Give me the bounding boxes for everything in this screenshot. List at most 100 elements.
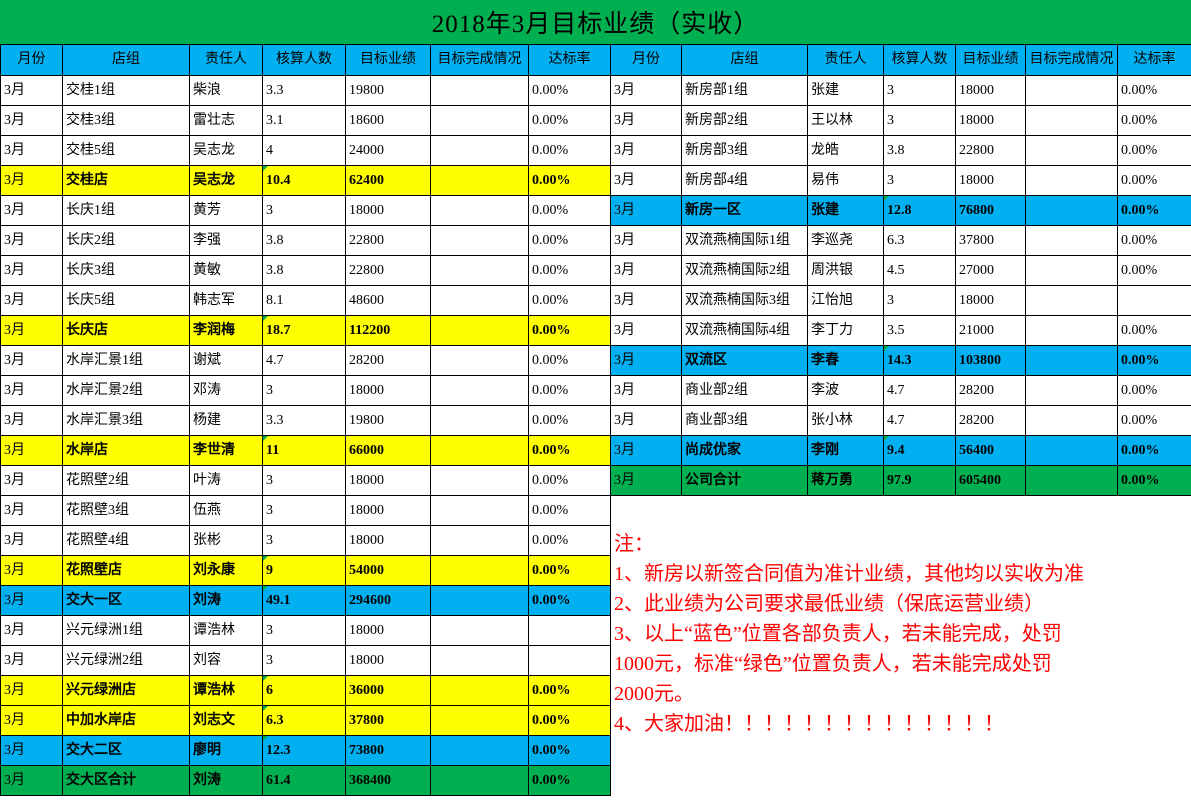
cell-month[interactable]: 3月: [0, 255, 63, 286]
cell-target[interactable]: 37800: [345, 705, 431, 736]
table-row[interactable]: 3月 双流燕楠国际2组 周洪银 4.5 27000 0.00%: [610, 255, 1191, 286]
cell-headcount[interactable]: 6: [262, 675, 346, 706]
cell-month[interactable]: 3月: [610, 315, 682, 346]
cell-group[interactable]: 双流区: [681, 345, 808, 376]
cell-actual[interactable]: [1025, 375, 1118, 406]
cell-headcount[interactable]: 4: [262, 135, 346, 166]
cell-group[interactable]: 新房一区: [681, 195, 808, 226]
table-row[interactable]: 3月 长庆3组 黄敏 3.8 22800 0.00%: [0, 255, 611, 286]
cell-headcount[interactable]: 3: [262, 615, 346, 646]
table-row[interactable]: 3月 双流区 李春 14.3 103800 0.00%: [610, 345, 1191, 376]
cell-month[interactable]: 3月: [610, 225, 682, 256]
table-row[interactable]: 3月 兴元绿洲店 谭浩林 6 36000 0.00%: [0, 675, 611, 706]
cell-headcount[interactable]: 3.8: [883, 135, 956, 166]
cell-month[interactable]: 3月: [0, 75, 63, 106]
cell-group[interactable]: 交大一区: [62, 585, 190, 616]
cell-group[interactable]: 交桂1组: [62, 75, 190, 106]
cell-group[interactable]: 长庆店: [62, 315, 190, 346]
cell-person[interactable]: 杨建: [189, 405, 263, 436]
cell-rate[interactable]: 0.00%: [1117, 195, 1191, 226]
cell-person[interactable]: 黄芳: [189, 195, 263, 226]
table-row[interactable]: 3月 交桂3组 雷壮志 3.1 18600 0.00%: [0, 105, 611, 136]
cell-group[interactable]: 双流燕楠国际4组: [681, 315, 808, 346]
table-row[interactable]: 3月 交大二区 廖明 12.3 73800 0.00%: [0, 735, 611, 766]
cell-actual[interactable]: [1025, 345, 1118, 376]
cell-headcount[interactable]: 4.7: [262, 345, 346, 376]
cell-person[interactable]: 叶涛: [189, 465, 263, 496]
cell-person[interactable]: 谭浩林: [189, 615, 263, 646]
cell-headcount[interactable]: 11: [262, 435, 346, 466]
cell-month[interactable]: 3月: [610, 285, 682, 316]
cell-month[interactable]: 3月: [0, 195, 63, 226]
cell-headcount[interactable]: 3: [883, 285, 956, 316]
cell-month[interactable]: 3月: [0, 135, 63, 166]
cell-month[interactable]: 3月: [610, 75, 682, 106]
cell-group[interactable]: 水岸汇景1组: [62, 345, 190, 376]
cell-rate[interactable]: 0.00%: [528, 315, 611, 346]
cell-person[interactable]: 邓涛: [189, 375, 263, 406]
cell-headcount[interactable]: 49.1: [262, 585, 346, 616]
cell-actual[interactable]: [430, 435, 529, 466]
cell-headcount[interactable]: 3.1: [262, 105, 346, 136]
cell-rate[interactable]: 0.00%: [528, 345, 611, 376]
cell-actual[interactable]: [430, 465, 529, 496]
cell-target[interactable]: 62400: [345, 165, 431, 196]
cell-target[interactable]: 24000: [345, 135, 431, 166]
cell-target[interactable]: 605400: [955, 465, 1026, 496]
table-row[interactable]: 3月 长庆2组 李强 3.8 22800 0.00%: [0, 225, 611, 256]
table-row[interactable]: 3月 交桂5组 吴志龙 4 24000 0.00%: [0, 135, 611, 166]
cell-rate[interactable]: 0.00%: [528, 495, 611, 526]
table-row[interactable]: 3月 双流燕楠国际1组 李巡尧 6.3 37800 0.00%: [610, 225, 1191, 256]
cell-person[interactable]: 李润梅: [189, 315, 263, 346]
cell-target[interactable]: 18000: [345, 615, 431, 646]
cell-headcount[interactable]: 3: [262, 465, 346, 496]
cell-person[interactable]: 伍燕: [189, 495, 263, 526]
cell-target[interactable]: 28200: [955, 375, 1026, 406]
cell-headcount[interactable]: 10.4: [262, 165, 346, 196]
cell-actual[interactable]: [430, 345, 529, 376]
cell-month[interactable]: 3月: [610, 195, 682, 226]
cell-actual[interactable]: [430, 555, 529, 586]
cell-month[interactable]: 3月: [610, 465, 682, 496]
cell-rate[interactable]: 0.00%: [528, 705, 611, 736]
cell-month[interactable]: 3月: [0, 345, 63, 376]
cell-month[interactable]: 3月: [610, 105, 682, 136]
cell-group[interactable]: 双流燕楠国际1组: [681, 225, 808, 256]
cell-headcount[interactable]: 97.9: [883, 465, 956, 496]
cell-actual[interactable]: [430, 75, 529, 106]
table-row[interactable]: 3月 长庆5组 韩志军 8.1 48600 0.00%: [0, 285, 611, 316]
cell-target[interactable]: 18000: [345, 375, 431, 406]
table-row[interactable]: 3月 长庆店 李润梅 18.7 112200 0.00%: [0, 315, 611, 346]
table-row[interactable]: 3月 长庆1组 黄芳 3 18000 0.00%: [0, 195, 611, 226]
cell-person[interactable]: 蒋万勇: [807, 465, 884, 496]
cell-person[interactable]: 李波: [807, 375, 884, 406]
cell-month[interactable]: 3月: [0, 315, 63, 346]
table-row[interactable]: 3月 兴元绿洲2组 刘容 3 18000: [0, 645, 611, 676]
cell-actual[interactable]: [430, 615, 529, 646]
cell-month[interactable]: 3月: [610, 405, 682, 436]
cell-target[interactable]: 18000: [345, 525, 431, 556]
cell-actual[interactable]: [1025, 405, 1118, 436]
cell-group[interactable]: 商业部3组: [681, 405, 808, 436]
cell-target[interactable]: 112200: [345, 315, 431, 346]
cell-month[interactable]: 3月: [0, 645, 63, 676]
cell-person[interactable]: 柴浪: [189, 75, 263, 106]
cell-target[interactable]: 19800: [345, 75, 431, 106]
cell-actual[interactable]: [1025, 435, 1118, 466]
cell-month[interactable]: 3月: [610, 345, 682, 376]
cell-actual[interactable]: [1025, 135, 1118, 166]
cell-person[interactable]: 刘涛: [189, 765, 263, 796]
cell-target[interactable]: 54000: [345, 555, 431, 586]
cell-headcount[interactable]: 8.1: [262, 285, 346, 316]
cell-group[interactable]: 中加水岸店: [62, 705, 190, 736]
cell-target[interactable]: 103800: [955, 345, 1026, 376]
cell-actual[interactable]: [430, 255, 529, 286]
table-row[interactable]: 3月 交大区合计 刘涛 61.4 368400 0.00%: [0, 765, 611, 796]
cell-group[interactable]: 花照壁2组: [62, 465, 190, 496]
cell-actual[interactable]: [430, 105, 529, 136]
cell-person[interactable]: 谢斌: [189, 345, 263, 376]
cell-month[interactable]: 3月: [610, 135, 682, 166]
cell-actual[interactable]: [430, 765, 529, 796]
cell-group[interactable]: 新房部1组: [681, 75, 808, 106]
cell-rate[interactable]: 0.00%: [1117, 135, 1191, 166]
